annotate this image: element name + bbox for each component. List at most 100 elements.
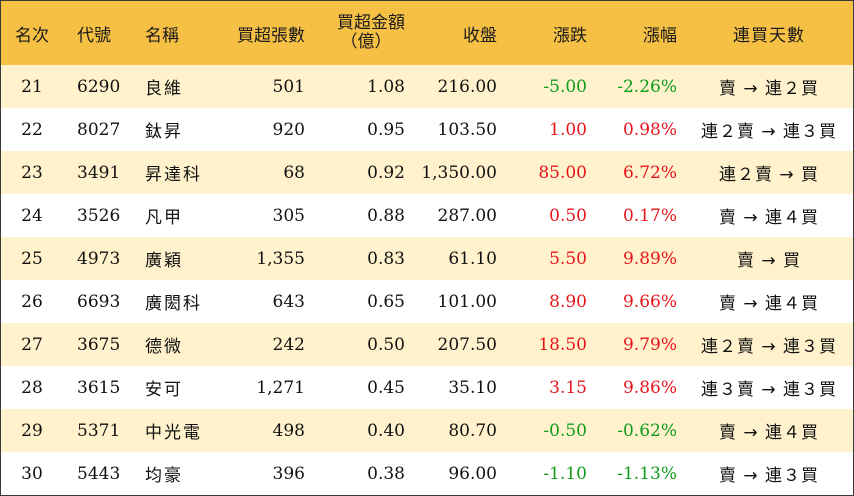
cell-rank: 21: [21, 76, 43, 97]
cell-name: 昇達科: [145, 165, 202, 185]
cell-net-buy-amount: 0.95: [367, 119, 405, 140]
cell-consecutive-buy-days: 賣 → 連３買: [718, 466, 820, 486]
cell-close: 101.00: [437, 291, 497, 312]
cell-rank: 29: [21, 420, 43, 441]
cell-consecutive-buy-days: 連２賣 → 買: [718, 165, 820, 185]
cell-consecutive-buy-days: 連３賣 → 連３買: [700, 380, 838, 400]
cell-net-buy-lots: 1,271: [256, 377, 305, 398]
cell-consecutive-buy-days: 賣 → 連４買: [718, 208, 820, 228]
table-row: 28 3615 安可 1,271 0.45 35.10 3.15 9.86% 連３賣 → 連３買: [1, 366, 853, 409]
table-row: 24 3526 凡甲 305 0.88 287.00 0.50 0.17% 賣 → 連４買: [1, 194, 853, 237]
cell-name: 廣閎科: [145, 294, 202, 314]
cell-rank: 23: [21, 162, 43, 183]
cell-net-buy-amount: 0.92: [367, 162, 405, 183]
cell-change: 3.15: [549, 377, 587, 398]
header-rank: 名次: [15, 25, 49, 46]
cell-close: 96.00: [448, 463, 497, 484]
cell-change: -1.10: [543, 463, 587, 484]
cell-close: 35.10: [448, 377, 497, 398]
cell-change: 1.00: [549, 119, 587, 140]
cell-rank: 27: [21, 334, 43, 355]
cell-change-pct: 0.98%: [622, 119, 677, 140]
cell-change-pct: 9.79%: [622, 334, 677, 355]
cell-change: -0.50: [543, 420, 587, 441]
cell-name: 均豪: [145, 466, 183, 486]
cell-change: 18.50: [538, 334, 587, 355]
cell-code: 6290: [77, 76, 121, 97]
cell-code: 3526: [77, 205, 121, 226]
header-row: 名次 代號 名稱 買超張數 買超金額 （億） 收盤 漲跌 漲幅 連買天數: [1, 1, 853, 65]
header-change: 漲跌: [553, 25, 587, 46]
cell-code: 5443: [77, 463, 121, 484]
cell-name: 凡甲: [145, 208, 183, 228]
cell-change-pct: -0.62%: [617, 420, 677, 441]
cell-close: 207.50: [437, 334, 497, 355]
cell-consecutive-buy-days: 賣 → 買: [736, 251, 802, 271]
cell-consecutive-buy-days: 賣 → 連４買: [718, 423, 820, 443]
cell-change-pct: -1.13%: [617, 463, 677, 484]
cell-net-buy-lots: 498: [272, 420, 305, 441]
cell-rank: 26: [21, 291, 43, 312]
cell-code: 4973: [77, 248, 121, 269]
cell-code: 3615: [77, 377, 121, 398]
cell-rank: 25: [21, 248, 43, 269]
cell-net-buy-amount: 1.08: [367, 76, 405, 97]
cell-name: 中光電: [145, 423, 202, 443]
cell-consecutive-buy-days: 連２賣 → 連３買: [700, 337, 838, 357]
cell-change-pct: 9.66%: [622, 291, 677, 312]
cell-net-buy-amount: 0.88: [367, 205, 405, 226]
cell-net-buy-amount: 0.50: [367, 334, 405, 355]
header-net-buy-amount-line2: （億）: [340, 32, 392, 52]
cell-rank: 30: [21, 463, 43, 484]
cell-net-buy-amount: 0.65: [367, 291, 405, 312]
cell-code: 6693: [77, 291, 121, 312]
cell-net-buy-lots: 501: [272, 76, 305, 97]
cell-net-buy-lots: 305: [272, 205, 305, 226]
table-row: 30 5443 均豪 396 0.38 96.00 -1.10 -1.13% 賣 → 連３買: [1, 452, 853, 495]
cell-name: 安可: [145, 380, 183, 400]
table-row: 23 3491 昇達科 68 0.92 1,350.00 85.00 6.72% 連２賣 → 買: [1, 151, 853, 194]
cell-name: 良維: [145, 79, 183, 99]
header-change-pct: 漲幅: [643, 25, 677, 46]
header-close: 收盤: [463, 25, 497, 46]
cell-code: 5371: [77, 420, 121, 441]
cell-change-pct: 6.72%: [622, 162, 677, 183]
header-net-buy-amount-line1: 買超金額: [337, 13, 405, 33]
table-row: 21 6290 良維 501 1.08 216.00 -5.00 -2.26% 賣 → 連２買: [1, 65, 853, 108]
cell-change-pct: -2.26%: [617, 76, 677, 97]
cell-change: 0.50: [549, 205, 587, 226]
cell-change: 85.00: [538, 162, 587, 183]
cell-close: 287.00: [437, 205, 497, 226]
cell-rank: 24: [21, 205, 43, 226]
header-net-buy-amount: 買超金額 （億）: [313, 1, 413, 65]
table-row: 25 4973 廣穎 1,355 0.83 61.10 5.50 9.89% 賣 → 買: [1, 237, 853, 280]
cell-net-buy-lots: 920: [272, 119, 305, 140]
table-row: 29 5371 中光電 498 0.40 80.70 -0.50 -0.62% 賣 → 連４買: [1, 409, 853, 452]
cell-net-buy-amount: 0.83: [367, 248, 405, 269]
cell-code: 8027: [77, 119, 121, 140]
cell-rank: 22: [21, 119, 43, 140]
cell-consecutive-buy-days: 賣 → 連４買: [718, 294, 820, 314]
cell-close: 80.70: [448, 420, 497, 441]
cell-net-buy-amount: 0.40: [367, 420, 405, 441]
cell-net-buy-amount: 0.45: [367, 377, 405, 398]
table-body: 21 6290 良維 501 1.08 216.00 -5.00 -2.26% 賣 → 連２買 2…: [1, 65, 853, 495]
cell-name: 鈦昇: [145, 122, 183, 142]
cell-change: 8.90: [549, 291, 587, 312]
header-consecutive-buy-days: 連買天數: [733, 25, 805, 46]
cell-net-buy-lots: 396: [272, 463, 305, 484]
cell-name: 德微: [145, 337, 183, 357]
cell-net-buy-lots: 242: [272, 334, 305, 355]
table-row: 26 6693 廣閎科 643 0.65 101.00 8.90 9.66% 賣 → 連４買: [1, 280, 853, 323]
table-header: 名次 代號 名稱 買超張數 買超金額 （億） 收盤 漲跌 漲幅 連買天數: [1, 1, 853, 65]
header-code: 代號: [77, 25, 111, 46]
cell-rank: 28: [21, 377, 43, 398]
cell-close: 1,350.00: [421, 162, 497, 183]
cell-consecutive-buy-days: 賣 → 連２買: [718, 79, 820, 99]
cell-name: 廣穎: [145, 251, 183, 271]
cell-net-buy-amount: 0.38: [367, 463, 405, 484]
cell-net-buy-lots: 1,355: [256, 248, 305, 269]
cell-net-buy-lots: 68: [283, 162, 305, 183]
